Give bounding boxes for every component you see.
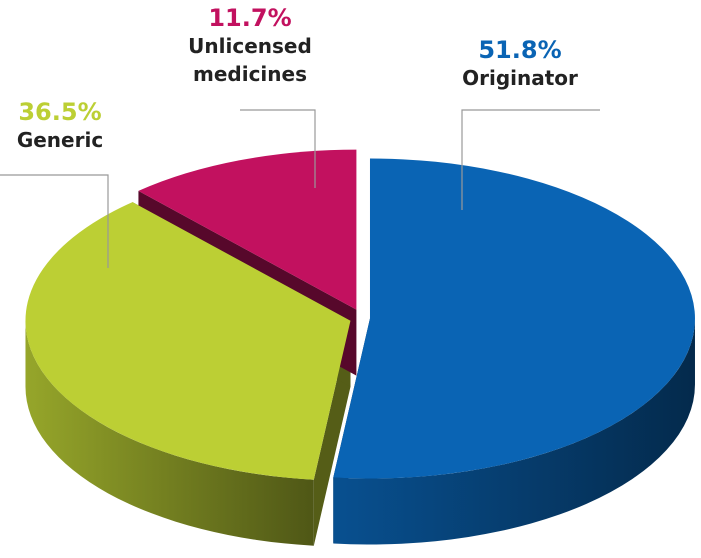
- pie: [25, 149, 695, 546]
- value-label: 11.7%: [208, 4, 292, 32]
- leader-line: [461, 109, 600, 210]
- slice-side: [333, 318, 695, 545]
- value-label: 51.8%: [478, 36, 562, 64]
- slice: [333, 158, 695, 479]
- value-label: 36.5%: [18, 98, 102, 126]
- slice: [138, 149, 357, 310]
- slice-tops: [25, 149, 695, 480]
- leader-line: [0, 174, 109, 268]
- slice-side: [25, 320, 314, 546]
- slice-label: Originator: [462, 66, 578, 90]
- slice-sides: [25, 318, 695, 546]
- slice-label: Unlicensed medicines: [188, 34, 312, 86]
- slice-label: Generic: [16, 128, 104, 152]
- leader-line: [240, 109, 316, 188]
- slice: [25, 202, 351, 480]
